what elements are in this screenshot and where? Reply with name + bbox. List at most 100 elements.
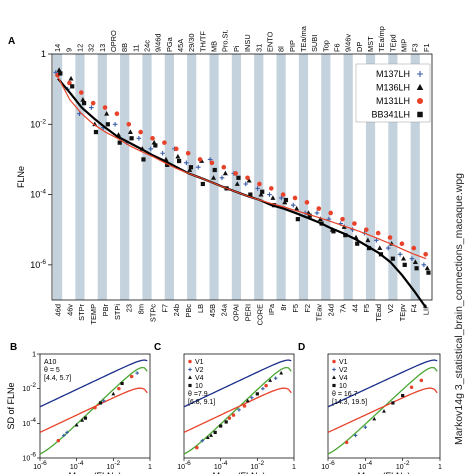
data-point-a [58,71,63,76]
data-point-a [328,210,333,216]
data-point-a [195,164,201,170]
bottom-area-label: 24b [172,304,181,316]
panel-a: A 14 9 12 32 13 OPRO 8B 11 24c 9/46d PGa 45A 29/30 TH/… [8,25,433,325]
data-point-a [210,175,217,180]
bottom-area-label: F7 [160,304,169,313]
plot-frame-a [51,53,433,301]
data-point-a [270,195,276,200]
data-point-a [102,105,108,110]
data-point-a [68,75,74,81]
top-area-label: 12 [75,44,84,52]
data-point-a [176,158,182,164]
area-column-band [298,54,309,300]
y-tick-label-a: 1 [41,49,46,59]
y-tick-label-b: 1 [32,352,36,359]
plot-frame-b [39,353,151,459]
data-point-a [150,135,155,141]
data-point-a [316,206,322,211]
top-area-label: TEa/ma [299,25,308,52]
bottom-area-label: TEad [374,304,383,322]
data-point-a [93,129,99,135]
data-point-a [67,80,72,86]
data-point-a [423,251,428,257]
top-area-label: DP [355,42,364,52]
bottom-area-label: F2 [303,304,312,313]
data-point-d [409,385,414,390]
bottom-area-label: 8m [137,304,146,314]
legend-label-d: V1 [339,359,348,366]
bottom-area-label: LB [196,304,205,313]
y-axis-label-a: FLNe [16,166,26,188]
legend-label-c: 10 [195,383,203,390]
y-tick-label-b: 10-2 [22,382,36,393]
data-point-a [221,164,227,170]
data-point-a [399,241,405,247]
data-point-a [126,121,132,127]
data-point-a [352,221,357,226]
data-point-a [414,266,419,271]
legend-label-d: V4 [339,375,348,382]
legend-marker-a [416,70,424,78]
data-point-b [120,381,124,386]
top-area-label: 9 [64,48,73,52]
data-point-b [56,438,61,443]
x-tick-label-d: 10-6 [321,460,335,471]
bottom-area-label: 24d [327,304,336,316]
top-area-label: SUBI [310,35,319,52]
top-area-label: 8l [277,46,286,52]
bottom-area-label: CORE [255,304,264,325]
area-column-band [97,54,107,300]
data-point-c [261,386,265,391]
data-point-a [89,105,94,110]
data-point-a [314,210,320,216]
data-point-b [129,374,134,379]
data-point-d [353,433,358,438]
data-point-b [80,418,85,422]
x-tick-label-c: 10-4 [214,460,228,471]
legend-marker-d [332,359,336,364]
legend-marker-a [416,97,424,105]
data-point-a [187,167,193,172]
annotation-c: [6.8, 9.1] [188,399,215,406]
data-point-a [236,175,241,180]
data-point-b [135,371,139,375]
data-point-d [401,393,405,398]
data-point-b [98,401,103,405]
bottom-area-label: STPr [77,303,86,320]
data-point-a [219,175,225,181]
data-point-a [317,216,323,222]
y-tick-label-b: 10-4 [22,417,36,428]
top-area-label: ENTO [265,31,274,52]
data-point-c [268,378,273,382]
data-point-a [136,135,142,141]
bottom-area-label: PBr [101,303,110,316]
data-point-a [212,167,217,173]
top-area-label: TH/TF [198,31,207,52]
x-axis-label-b: Mean (FLNe) [68,471,121,474]
x-tick-label-b: 10-4 [70,460,84,471]
annotation-d: θ = 16.7 [332,391,358,398]
fit-line-a [57,76,427,260]
data-point-a [402,262,407,267]
x-tick-label-b: 1 [148,464,152,471]
bottom-area-label: F5 [291,304,300,313]
legend-marker-d [332,383,336,388]
data-point-a [233,171,238,176]
data-point-a [197,157,203,162]
legend-label-c: V2 [195,367,204,374]
data-point-a [363,227,369,233]
data-point-a [331,229,336,234]
top-area-label: Top [321,40,330,52]
top-area-label: 9/46d [154,34,163,53]
data-point-b [111,391,116,396]
top-area-label: 32 [87,44,96,52]
data-point-c [237,408,241,412]
data-point-a [185,150,191,156]
data-point-c [255,392,259,396]
top-area-label: Pro.St. [221,29,230,52]
legend-a: M137LH M136LH M131LH BB341LH [355,63,431,123]
bottom-area-label: STPc [148,304,157,322]
annotation-b: θ = 5 [44,367,60,374]
legend-marker-c [188,367,192,372]
